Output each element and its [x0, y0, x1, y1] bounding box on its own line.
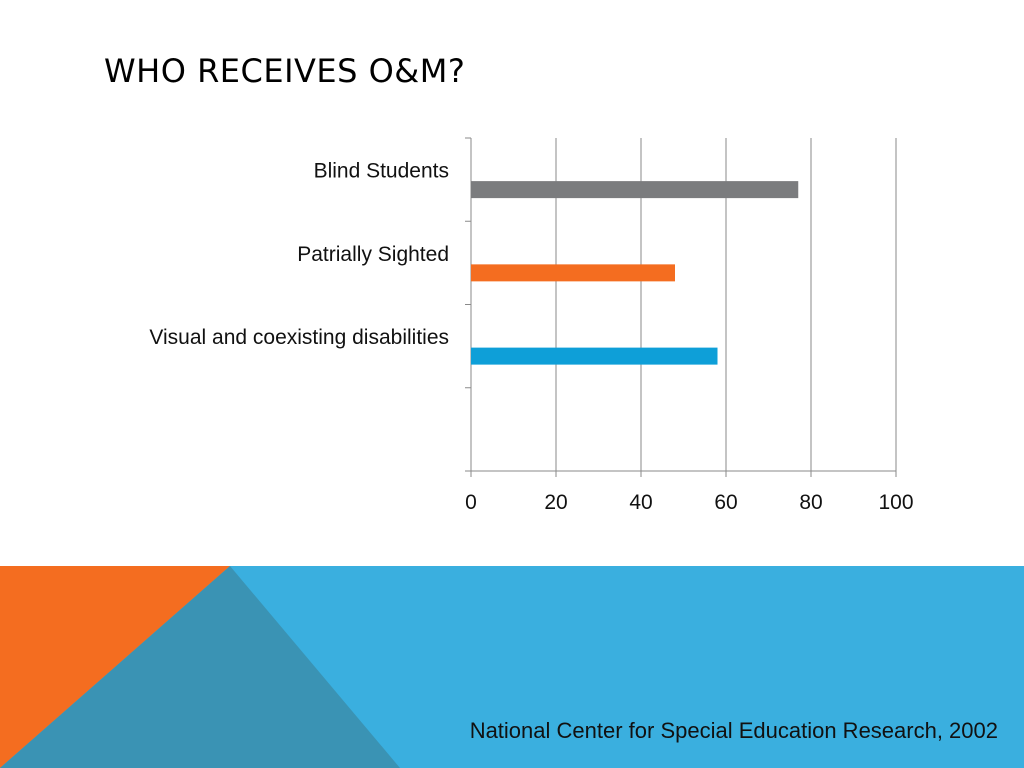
- citation: National Center for Special Education Re…: [469, 718, 998, 743]
- x-tick-label: 0: [465, 491, 477, 514]
- footer-band: [0, 566, 1024, 768]
- bar-chart: 0 20 40 60 80 100 Blind Students Patrially Sigh…: [149, 137, 914, 514]
- category-label: Patrially Sighted: [297, 243, 449, 266]
- bar-2: [471, 264, 675, 282]
- x-tick-label: 100: [878, 491, 913, 514]
- category-label: Visual and coexisting disabilities: [149, 326, 449, 349]
- x-tick-label: 20: [544, 491, 567, 514]
- x-tick-label: 40: [629, 491, 652, 514]
- slide-title: WHO RECEIVES O&M?: [104, 52, 466, 90]
- bar-1: [471, 181, 799, 199]
- category-label: Blind Students: [314, 160, 449, 183]
- footer-dark-blue-triangle: [0, 566, 400, 768]
- bar-3: [471, 347, 718, 365]
- x-tick-label: 80: [799, 491, 822, 514]
- x-tick-label: 60: [714, 491, 737, 514]
